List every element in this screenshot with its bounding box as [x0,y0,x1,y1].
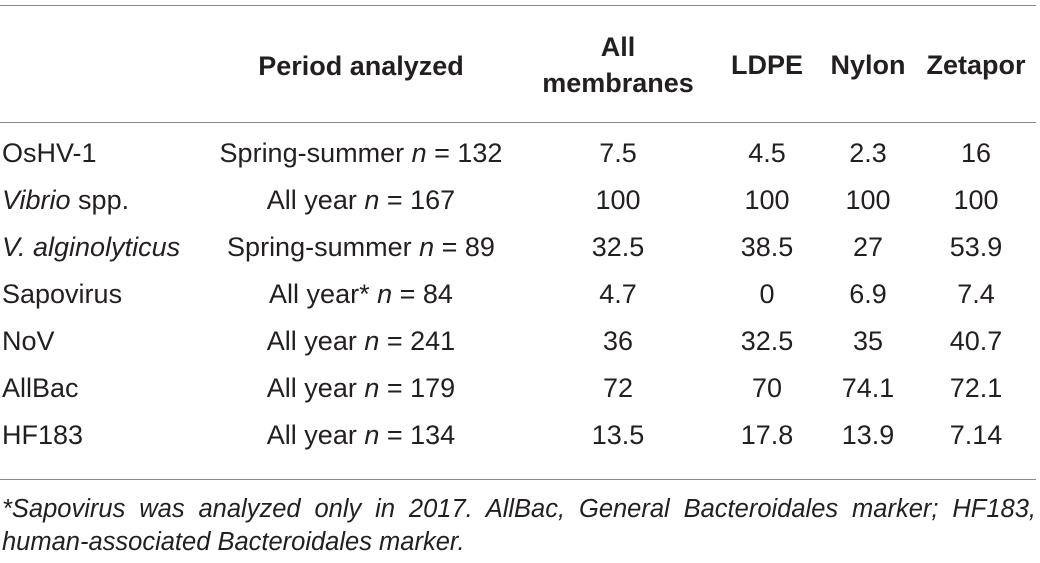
cell-ldpe: 70 [751,373,783,403]
cell-zetapor: 100 [953,185,999,215]
cell-target: AllBac [2,373,79,403]
cell-period: All year n = 134 [266,420,456,450]
cell-nylon: 74.1 [841,373,895,403]
header-target [0,6,200,124]
results-table: Period analyzed All membranes LDPE Nylon … [0,6,1036,459]
header-rule [0,122,1036,123]
cell-period: All year n = 167 [266,185,456,215]
cell-period: All year n = 179 [266,373,456,403]
n-symbol: n [411,138,427,168]
header-period: Period analyzed [258,51,464,81]
cell-ldpe: 38.5 [740,232,794,262]
cell-target: HF183 [2,420,84,450]
cell-nylon: 35 [852,326,884,356]
table-row: Vibrio spp. All year n = 167 100 100 100 100 [0,177,1036,224]
table-row: V. alginolyticus Spring-summer n = 89 32.5… [0,224,1036,271]
header-ldpe: LDPE [730,50,803,80]
cell-all-membranes: 7.5 [599,138,637,168]
cell-period: Spring-summer n = 132 [219,138,503,168]
cell-target: Sapovirus [2,279,123,309]
cell-zetapor: 7.14 [949,420,1003,450]
n-symbol: n [364,326,380,356]
table-row: NoV All year n = 241 36 32.5 35 40.7 [0,318,1036,365]
cell-target: Vibrio spp. [2,185,130,215]
cell-all-membranes: 4.7 [599,279,637,309]
n-symbol: n [419,232,435,262]
table-row: Sapovirus All year* n = 84 4.7 0 6.9 7.4 [0,271,1036,318]
cell-all-membranes: 72 [602,373,634,403]
cell-zetapor: 16 [960,138,992,168]
cell-target: OsHV-1 [2,138,97,168]
cell-ldpe: 17.8 [740,420,794,450]
target-name: V. alginolyticus [2,232,181,262]
cell-target: V. alginolyticus [0,224,200,271]
header-zetapor: Zetapor [926,50,1026,80]
cell-target: NoV [2,326,55,356]
n-symbol: n [364,373,380,403]
cell-nylon: 27 [852,232,884,262]
table-footnote: *Sapovirus was analyzed only in 2017. Al… [2,495,1036,556]
cell-all-membranes: 13.5 [591,420,645,450]
table-row: HF183 All year n = 134 13.5 17.8 13.9 7.14 [0,412,1036,459]
cell-all-membranes: 32.5 [591,232,645,262]
table-row: OsHV-1 Spring-summer n = 132 7.5 4.5 2.3 16 [0,124,1036,177]
header-all-membranes: All membranes [522,6,714,124]
n-symbol: n [377,279,393,309]
cell-zetapor: 40.7 [949,326,1003,356]
header-all-membranes-label: All membranes [542,32,694,98]
header-row: Period analyzed All membranes LDPE Nylon … [0,6,1036,124]
cell-ldpe: 0 [759,279,775,309]
cell-period: Spring-summer n = 89 [227,232,495,262]
cell-period: All year* n = 84 [269,279,453,309]
cell-nylon: 6.9 [849,279,887,309]
target-name: Vibrio [2,185,71,215]
bottom-rule [0,479,1036,480]
cell-period: All year n = 241 [266,326,456,356]
cell-ldpe: 32.5 [740,326,794,356]
table-body: OsHV-1 Spring-summer n = 132 7.5 4.5 2.3 16 Vi… [0,124,1036,459]
cell-nylon: 13.9 [841,420,895,450]
cell-all-membranes: 36 [602,326,634,356]
cell-all-membranes: 100 [595,185,641,215]
cell-zetapor: 72.1 [949,373,1003,403]
cell-nylon: 2.3 [849,138,887,168]
header-nylon: Nylon [830,50,906,80]
cell-zetapor: 53.9 [949,232,1003,262]
cell-ldpe: 100 [744,185,790,215]
cell-ldpe: 4.5 [748,138,786,168]
n-symbol: n [364,185,380,215]
cell-nylon: 100 [845,185,891,215]
cell-zetapor: 7.4 [957,279,995,309]
top-rule [0,5,1036,6]
n-symbol: n [364,420,380,450]
table-row: AllBac All year n = 179 72 70 74.1 72.1 [0,365,1036,412]
